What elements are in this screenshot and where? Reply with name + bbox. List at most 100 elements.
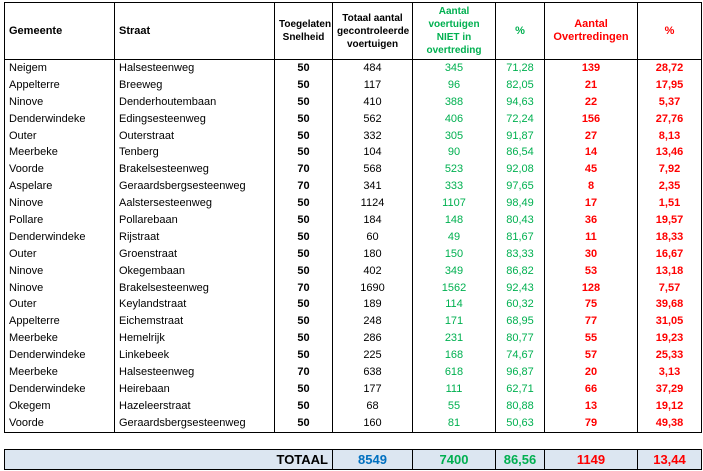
cell: 30 [544,245,638,263]
cell: 562 [332,110,413,128]
cell: Denderwindeke [4,228,115,246]
cell: 82,05 [495,76,545,94]
cell: 80,88 [495,397,545,415]
header-cell: % [495,2,545,60]
cell: 50 [274,262,333,280]
table-row: Ninove Denderhoutembaan 50 410 388 94,63 22 5,3… [4,93,702,111]
cell: 50 [274,296,333,314]
cell: Rijstraat [114,228,275,246]
cell: 80,77 [495,330,545,348]
table-row: Okegem Hazeleerstraat 50 68 55 80,88 13 19,12 [4,397,702,415]
table-row: Outer Groenstraat 50 180 150 83,33 30 16,67 [4,245,702,263]
table-row: Appelterre Eichemstraat 50 248 171 68,95 77 31,… [4,313,702,331]
cell: 80,43 [495,212,545,229]
cell: 111 [412,380,496,398]
cell: Ninove [4,93,115,111]
cell: 168 [412,347,496,365]
cell: 305 [412,127,496,145]
cell: 27,76 [637,110,702,128]
cell: 50 [274,414,333,433]
cell: 1107 [412,195,496,213]
cell: 96,87 [495,364,545,381]
table-row: Pollare Pollarebaan 50 184 148 80,43 36 19,57 [4,212,702,229]
cell: 70 [274,161,333,179]
cell: 31,05 [637,313,702,331]
cell: 98,49 [495,195,545,213]
cell: 11 [544,228,638,246]
cell: 1690 [332,279,413,297]
cell: 74,67 [495,347,545,365]
cell: 128 [544,279,638,297]
cell: 14 [544,144,638,162]
cell: 248 [332,313,413,331]
cell: 139 [544,59,638,77]
cell: Pollare [4,212,115,229]
cell: Ninove [4,262,115,280]
cell: Tenberg [114,144,275,162]
cell: Outer [4,245,115,263]
cell: 156 [544,110,638,128]
total-label: TOTAAL [4,449,333,470]
cell: 92,08 [495,161,545,179]
cell: 160 [332,414,413,433]
cell: 184 [332,212,413,229]
table-row: Outer Outerstraat 50 332 305 91,87 27 8,13 [4,127,702,145]
cell: 50 [274,93,333,111]
cell: Brakelsesteenweg [114,279,275,297]
cell: 53 [544,262,638,280]
cell: Hazeleerstraat [114,397,275,415]
table-row: Meerbeke Hemelrijk 50 286 231 80,77 55 19,23 [4,330,702,348]
cell: Meerbeke [4,330,115,348]
cell: Keylandstraat [114,296,275,314]
cell: 50 [274,212,333,229]
cell: Voorde [4,161,115,179]
cell: Edingsesteenweg [114,110,275,128]
cell: 77 [544,313,638,331]
cell: 50 [274,330,333,348]
cell: 568 [332,161,413,179]
table-row: Voorde Brakelsesteenweg 70 568 523 92,08 45 7,9… [4,161,702,179]
cell: 92,43 [495,279,545,297]
header-cell: Totaal aantal gecontroleerde voertuigen [332,2,413,60]
cell: 50,63 [495,414,545,433]
cell: 70 [274,279,333,297]
table-row: Ninove Brakelsesteenweg 70 1690 1562 92,43 128… [4,279,702,297]
cell: 333 [412,178,496,196]
table-row: Voorde Geraardsbergsesteenweg 50 160 81 50,63… [4,414,702,433]
cell: 91,87 [495,127,545,145]
cell: 18,33 [637,228,702,246]
table-row: Meerbeke Tenberg 50 104 90 86,54 14 13,46 [4,144,702,162]
header-cell: Gemeente [4,2,115,60]
cell: 114 [412,296,496,314]
cell: Okegem [4,397,115,415]
cell: Outerstraat [114,127,275,145]
header-cell: % [637,2,702,60]
cell: Ninove [4,195,115,213]
cell: 66 [544,380,638,398]
cell: Breeweg [114,76,275,94]
cell: Groenstraat [114,245,275,263]
cell: 81,67 [495,228,545,246]
cell: 50 [274,347,333,365]
cell: 1,51 [637,195,702,213]
cell: 22 [544,93,638,111]
cell: Aalstersesteenweg [114,195,275,213]
cell: 60 [332,228,413,246]
cell: 180 [332,245,413,263]
cell: 75 [544,296,638,314]
header-cell: Aantal voertuigen NIET in overtreding [412,2,496,60]
cell: 25,33 [637,347,702,365]
cell: 50 [274,127,333,145]
cell: 86,54 [495,144,545,162]
cell: 50 [274,228,333,246]
total-cell: 13,44 [637,449,702,470]
cell: 349 [412,262,496,280]
cell: 21 [544,76,638,94]
cell: 7,92 [637,161,702,179]
table-body: Neigem Halsesteenweg 50 484 345 71,28 139 28,72… [4,59,702,433]
cell: Outer [4,296,115,314]
cell: Halsesteenweg [114,59,275,77]
cell: 231 [412,330,496,348]
cell: 148 [412,212,496,229]
cell: 49,38 [637,414,702,433]
